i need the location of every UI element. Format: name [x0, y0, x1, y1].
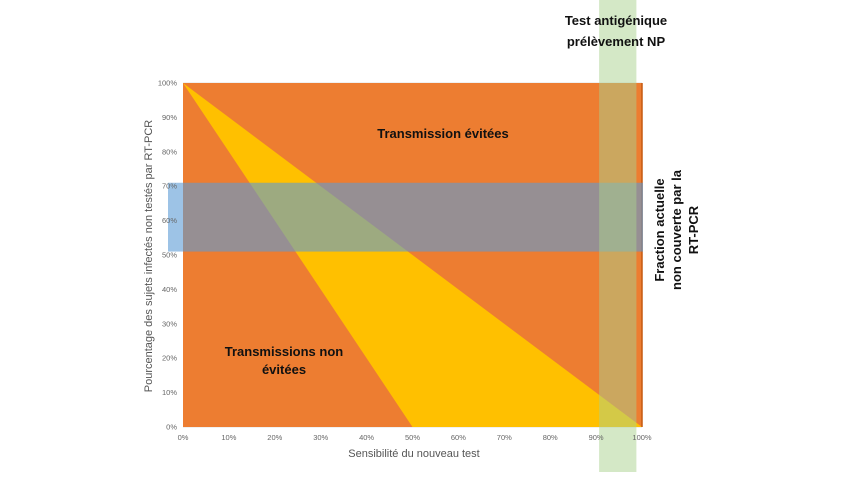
regions: [183, 83, 643, 427]
y-tick-label-0: 0%: [166, 423, 177, 432]
label-fraction-line1: Fraction actuelle: [652, 178, 667, 281]
y-tick-label-8: 80%: [162, 147, 177, 156]
x-tick-label-4: 40%: [359, 433, 374, 442]
region-1: [183, 83, 642, 427]
label-fraction-line2: non couverte par la: [669, 169, 684, 290]
x-tick-label-2: 20%: [267, 433, 282, 442]
y-tick-label-4: 40%: [162, 285, 177, 294]
x-tick-label-10: 100%: [632, 433, 652, 442]
bands: [168, 0, 643, 472]
x-tick-label-1: 10%: [221, 433, 236, 442]
x-tick-label-6: 60%: [451, 433, 466, 442]
band-0: [168, 182, 643, 252]
y-tick-label-9: 90%: [162, 113, 177, 122]
y-tick-label-7: 70%: [162, 182, 177, 191]
y-tick-label-1: 10%: [162, 388, 177, 397]
x-axis-title: Sensibilité du nouveau test: [348, 448, 479, 460]
label-not-avoided-line1: Transmissions non: [225, 344, 344, 359]
label-transmission-avoided: Transmission évitées: [377, 126, 509, 141]
x-tick-label-0: 0%: [178, 433, 189, 442]
y-tick-label-5: 50%: [162, 251, 177, 260]
x-tick-label-5: 50%: [405, 433, 420, 442]
band-1: [599, 0, 637, 472]
x-tick-label-3: 30%: [313, 433, 328, 442]
x-tick-label-7: 70%: [497, 433, 512, 442]
y-tick-label-2: 20%: [162, 354, 177, 363]
y-tick-label-10: 100%: [158, 79, 178, 88]
label-not-avoided-line2: évitées: [262, 362, 306, 377]
y-ticks: 0% 10% 20% 30% 40% 50% 60% 70% 80% 90% 100%: [158, 79, 178, 432]
label-fraction-line3: RT-PCR: [686, 205, 701, 254]
y-tick-label-3: 30%: [162, 319, 177, 328]
y-axis-title: Pourcentage des sujets infectés non test…: [143, 120, 155, 393]
x-tick-label-9: 90%: [589, 433, 604, 442]
y-tick-label-6: 60%: [162, 216, 177, 225]
x-tick-label-8: 80%: [543, 433, 558, 442]
label-antigen-line1: Test antigénique: [565, 13, 667, 28]
label-fraction: Fraction actuelle non couverte par la RT…: [652, 169, 701, 290]
x-ticks: 0% 10% 20% 30% 40% 50% 60% 70% 80% 90% 100%: [178, 433, 652, 442]
label-antigen-line2: prélèvement NP: [567, 34, 666, 49]
